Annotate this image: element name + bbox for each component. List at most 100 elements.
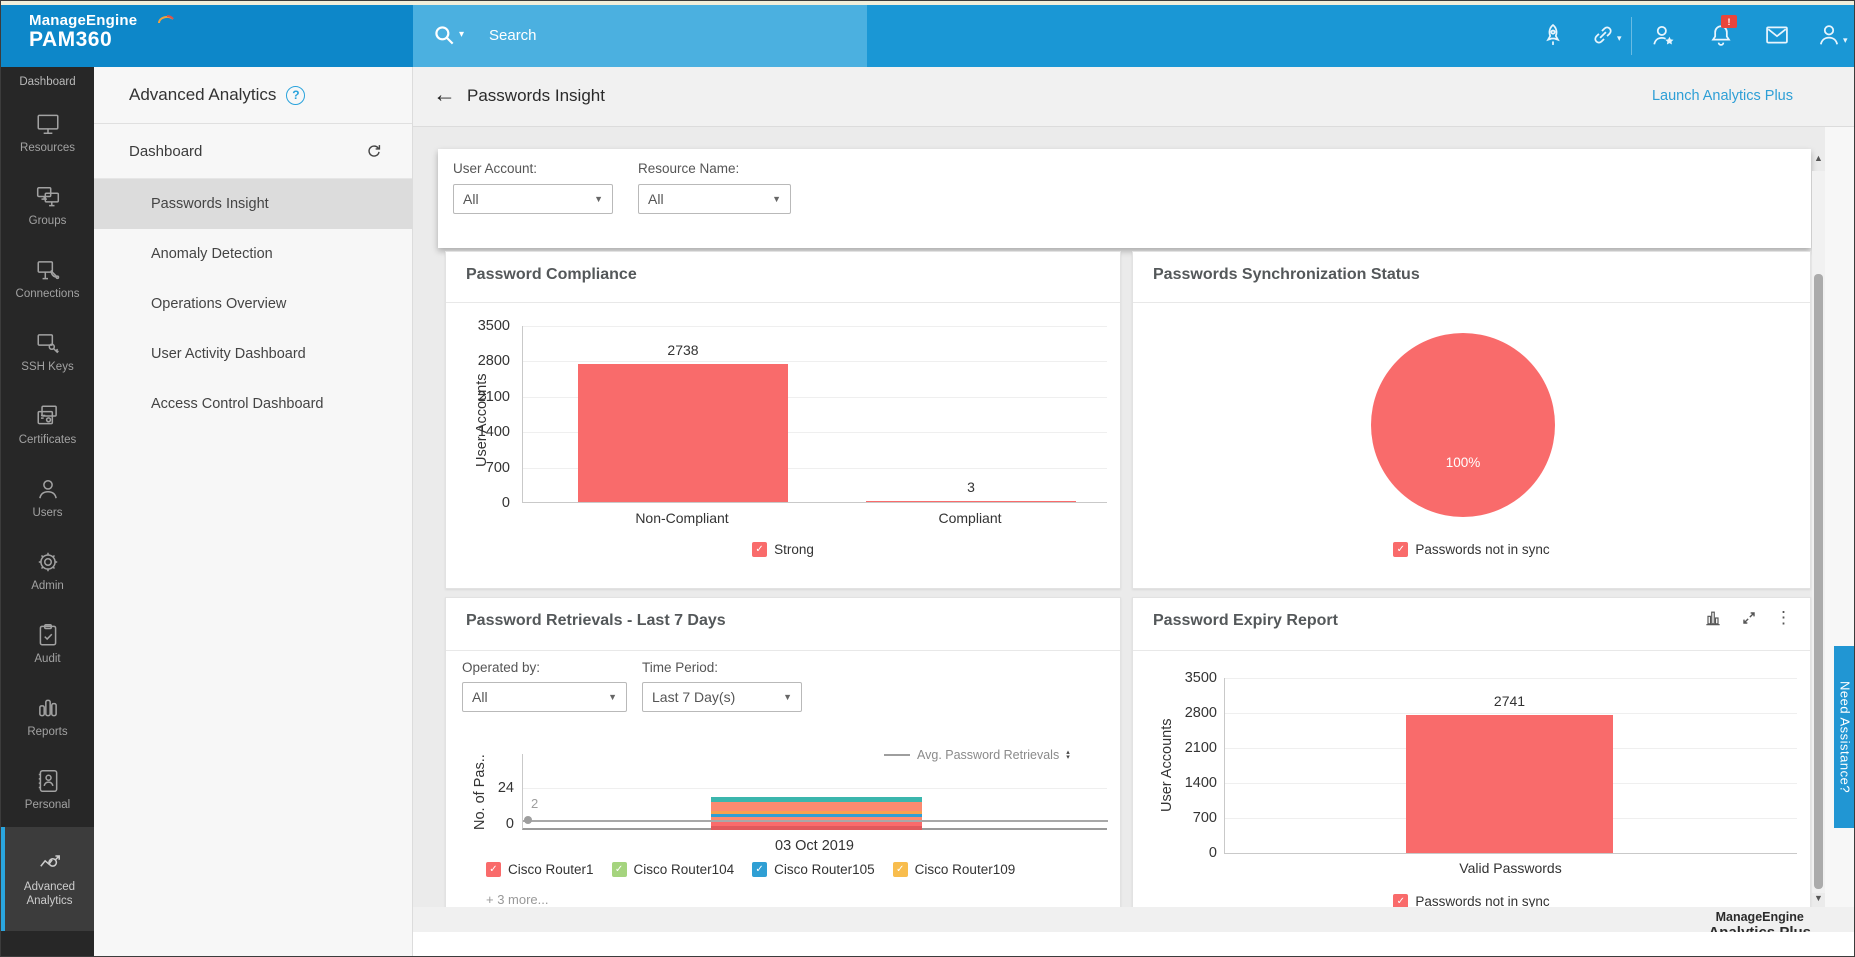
- user-account-select[interactable]: All ▼: [453, 184, 613, 214]
- footer-brand-manageengine: ManageEngine: [1708, 910, 1811, 924]
- legend-checkbox[interactable]: ✓: [612, 862, 627, 877]
- page-header: ← Passwords Insight Launch Analytics Plu…: [413, 67, 1855, 127]
- sidebar-item-ssh-keys[interactable]: SSH Keys: [1, 316, 94, 389]
- x-category-label: Valid Passwords: [1224, 860, 1797, 876]
- need-assistance-tab[interactable]: Need Assistance?: [1834, 646, 1855, 828]
- sidebar-item-resources[interactable]: Resources: [1, 97, 94, 170]
- password-expiry-card: Password Expiry Report ⋮ User Accounts 3…: [1132, 597, 1811, 907]
- account-menu-icon[interactable]: ▾: [1815, 21, 1843, 49]
- legend-checkbox[interactable]: ✓: [1393, 542, 1408, 557]
- sidebar-item-reports[interactable]: Reports: [1, 681, 94, 754]
- sidebar-item-groups[interactable]: Groups: [1, 170, 94, 243]
- series-band[interactable]: [711, 797, 922, 830]
- nav-section-dashboard[interactable]: Dashboard: [94, 124, 412, 179]
- sidebar-item-personal[interactable]: Personal: [1, 754, 94, 827]
- legend-item[interactable]: ✓ Cisco Router1: [486, 862, 594, 877]
- avg-line: [523, 820, 1108, 822]
- scrollbar-thumb[interactable]: [1814, 274, 1823, 889]
- card-toolbar: ⋮: [1703, 608, 1792, 628]
- bar-value-label: 3: [866, 479, 1076, 495]
- y-tick: 0: [466, 816, 514, 832]
- operated-by-select[interactable]: All ▼: [462, 682, 627, 712]
- bar-compliant[interactable]: [866, 501, 1076, 502]
- y-tick: 1400: [1163, 775, 1217, 791]
- avg-value-label: 2: [531, 796, 538, 811]
- pie-chart[interactable]: 100%: [1371, 333, 1555, 517]
- scroll-down-arrow[interactable]: ▼: [1814, 893, 1823, 903]
- legend-checkbox[interactable]: ✓: [1393, 894, 1408, 907]
- chart-title: Password Expiry Report: [1153, 612, 1338, 630]
- refresh-icon[interactable]: [364, 141, 384, 161]
- legend-item[interactable]: ✓ Cisco Router109: [893, 862, 1016, 877]
- dual-monitor-icon: [35, 184, 61, 210]
- card-divider: [446, 302, 1120, 303]
- chart-title: Passwords Synchronization Status: [1153, 266, 1420, 284]
- select-caret-icon: ▼: [772, 194, 781, 204]
- sidebar-item-dashboard[interactable]: Dashboard: [1, 67, 94, 97]
- nav-item-user-activity-dashboard[interactable]: User Activity Dashboard: [94, 329, 412, 379]
- chart-legend: ✓ Strong: [446, 542, 1120, 557]
- back-arrow-icon[interactable]: ←: [433, 81, 456, 108]
- bar-valid-passwords[interactable]: [1406, 715, 1613, 853]
- legend-checkbox[interactable]: ✓: [486, 862, 501, 877]
- legend-label[interactable]: Strong: [774, 542, 814, 557]
- avg-line-dot: [524, 816, 532, 824]
- nav-item-access-control-dashboard[interactable]: Access Control Dashboard: [94, 379, 412, 429]
- page-title: Passwords Insight: [467, 86, 605, 106]
- nav-item-anomaly-detection[interactable]: Anomaly Detection: [94, 229, 412, 279]
- search-icon[interactable]: [431, 22, 457, 48]
- bar-non-compliant[interactable]: [578, 364, 788, 502]
- legend-checkbox[interactable]: ✓: [893, 862, 908, 877]
- sidebar-item-advanced-analytics[interactable]: Advanced Analytics: [1, 827, 94, 931]
- scroll-up-arrow[interactable]: ▲: [1814, 153, 1823, 163]
- certificate-icon: [35, 403, 61, 429]
- search-scope-caret-icon[interactable]: ▾: [459, 29, 464, 40]
- nav-item-passwords-insight[interactable]: Passwords Insight: [94, 179, 412, 229]
- expand-icon[interactable]: [1739, 608, 1759, 628]
- kebab-menu-icon[interactable]: ⋮: [1775, 608, 1792, 628]
- gear-icon: [35, 549, 61, 575]
- sidebar-item-audit[interactable]: Audit: [1, 608, 94, 681]
- content-viewport: User Account: All ▼ Resource Name: All ▼…: [413, 127, 1855, 907]
- bar-value-label: 2741: [1406, 693, 1613, 709]
- remote-connection-icon: [35, 257, 61, 283]
- legend-label[interactable]: Passwords not in sync: [1415, 542, 1549, 557]
- legend-checkbox[interactable]: ✓: [752, 542, 767, 557]
- sidebar-item-certificates[interactable]: Certificates: [1, 389, 94, 462]
- y-tick: 1400: [456, 424, 510, 440]
- nav-item-operations-overview[interactable]: Operations Overview: [94, 279, 412, 329]
- time-period-select[interactable]: Last 7 Day(s) ▼: [642, 682, 802, 712]
- user-account-label: User Account:: [453, 161, 537, 176]
- search-input[interactable]: Search: [489, 27, 537, 44]
- x-category-label: Non-Compliant: [577, 510, 787, 526]
- bar-chart-icon: [35, 695, 61, 721]
- sidebar-item-users[interactable]: Users: [1, 462, 94, 535]
- select-caret-icon: ▼: [783, 692, 792, 702]
- analytics-plus-logo: ManageEngine Analytics Plus: [1708, 910, 1811, 932]
- global-search-bar[interactable]: ▾ Search: [413, 5, 867, 67]
- footer-brand-analytics-plus: Analytics Plus: [1708, 924, 1811, 932]
- header-actions: ▾ !: [867, 5, 1855, 67]
- sidebar-item-connections[interactable]: Connections: [1, 243, 94, 316]
- mail-icon[interactable]: [1763, 21, 1791, 49]
- passwords-sync-status-card: Passwords Synchronization Status 100% ✓ …: [1132, 251, 1811, 589]
- help-icon[interactable]: ?: [286, 86, 305, 105]
- more-series-link[interactable]: + 3 more...: [486, 892, 549, 907]
- user-star-icon[interactable]: [1649, 21, 1677, 49]
- notifications-bell-icon[interactable]: !: [1707, 21, 1735, 49]
- legend-item[interactable]: ✓ Cisco Router105: [752, 862, 875, 877]
- y-tick: 0: [456, 495, 510, 511]
- resource-name-select[interactable]: All ▼: [638, 184, 791, 214]
- legend-item[interactable]: ✓ Cisco Router104: [612, 862, 735, 877]
- sidebar-item-admin[interactable]: Admin: [1, 535, 94, 608]
- quick-links-icon[interactable]: ▾: [1589, 21, 1617, 49]
- bar-value-label: 2738: [578, 342, 788, 358]
- whats-new-rocket-icon[interactable]: [1539, 21, 1567, 49]
- legend-label[interactable]: Passwords not in sync: [1415, 894, 1549, 907]
- legend-checkbox[interactable]: ✓: [752, 862, 767, 877]
- card-divider: [1133, 650, 1810, 651]
- chart-type-icon[interactable]: [1703, 608, 1723, 628]
- select-caret-icon: ▼: [594, 194, 603, 204]
- card-divider: [446, 650, 1120, 651]
- launch-analytics-plus-link[interactable]: Launch Analytics Plus: [1652, 88, 1793, 104]
